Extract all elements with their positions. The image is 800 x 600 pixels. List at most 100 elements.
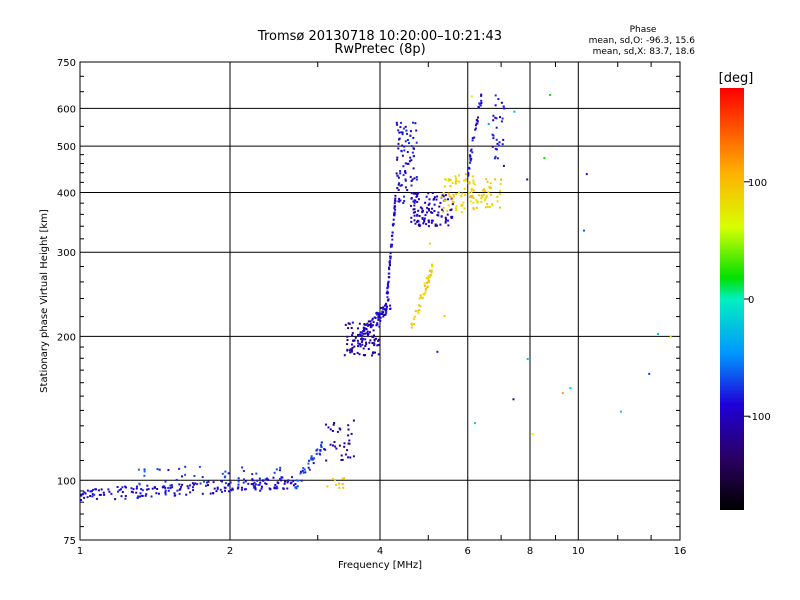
data-point — [334, 445, 337, 448]
data-point — [375, 312, 378, 315]
data-point — [436, 195, 439, 198]
data-point — [366, 323, 369, 326]
data-point — [561, 392, 564, 395]
data-point — [335, 483, 337, 486]
data-point — [377, 316, 380, 319]
data-point — [212, 492, 214, 495]
data-point — [412, 167, 415, 170]
data-point — [392, 223, 395, 226]
data-point — [412, 318, 415, 320]
data-point — [382, 311, 384, 314]
data-point — [371, 354, 373, 357]
data-point — [404, 125, 407, 128]
data-point — [423, 282, 426, 285]
data-point — [343, 354, 346, 357]
data-point — [391, 234, 394, 237]
data-point — [100, 493, 103, 496]
data-point — [275, 468, 278, 471]
data-point — [164, 491, 167, 494]
data-point — [329, 443, 332, 446]
data-point — [296, 485, 299, 488]
data-point — [420, 295, 422, 298]
data-point — [192, 489, 195, 492]
data-point — [444, 216, 447, 219]
data-point — [201, 476, 204, 479]
data-point — [136, 496, 139, 499]
data-point — [333, 422, 336, 424]
data-point — [145, 493, 148, 496]
data-point — [151, 487, 154, 490]
data-point — [385, 310, 388, 312]
data-point — [393, 205, 396, 208]
data-point — [395, 172, 398, 175]
data-point — [360, 331, 363, 334]
data-point — [361, 334, 364, 337]
data-point — [393, 213, 395, 216]
data-point — [495, 126, 498, 129]
data-point — [421, 217, 424, 219]
data-point — [332, 423, 335, 426]
data-point — [423, 284, 426, 287]
data-point — [416, 219, 419, 222]
data-point — [416, 195, 419, 197]
data-point — [321, 441, 323, 444]
data-point — [403, 195, 405, 198]
data-point — [399, 184, 402, 187]
data-point — [250, 483, 253, 486]
data-point — [398, 131, 401, 134]
data-point — [408, 160, 411, 163]
data-point — [341, 482, 344, 485]
data-point — [392, 224, 394, 227]
data-point — [386, 286, 389, 289]
data-point — [251, 473, 254, 475]
data-point — [423, 217, 426, 220]
data-point — [153, 486, 156, 489]
data-point — [97, 489, 100, 492]
data-point — [335, 447, 338, 450]
data-point — [379, 319, 382, 322]
data-point — [427, 225, 430, 228]
data-point — [500, 101, 503, 104]
data-point — [260, 487, 263, 490]
data-point — [251, 478, 254, 481]
data-point — [470, 188, 473, 190]
data-point — [411, 151, 414, 154]
data-point — [379, 316, 382, 319]
data-point — [383, 314, 386, 316]
data-point — [413, 177, 416, 180]
data-point — [346, 335, 349, 338]
data-point — [295, 487, 298, 490]
data-point — [173, 492, 176, 495]
data-point — [455, 205, 458, 207]
data-point — [427, 208, 430, 210]
data-point — [319, 449, 322, 452]
colorbar-gradient — [720, 88, 744, 510]
data-point — [482, 193, 485, 196]
data-point — [489, 187, 492, 189]
data-point — [279, 466, 282, 469]
data-point — [242, 481, 245, 484]
data-point — [367, 348, 370, 350]
data-point — [323, 448, 326, 451]
data-point — [486, 180, 489, 183]
data-point — [386, 290, 389, 293]
y-tick-label: 75 — [63, 536, 76, 547]
data-point — [98, 493, 101, 496]
data-point — [369, 322, 372, 325]
data-point — [488, 205, 491, 208]
data-point — [448, 194, 451, 197]
data-point — [447, 192, 450, 195]
data-point — [387, 283, 389, 286]
x-tick-label: 4 — [377, 546, 383, 557]
data-point — [331, 430, 334, 432]
data-point — [194, 482, 197, 485]
data-point — [450, 217, 453, 219]
data-point — [124, 495, 127, 497]
x-axis-label: Frequency [MHz] — [338, 560, 422, 571]
data-point — [412, 192, 415, 195]
data-point — [415, 129, 418, 132]
data-point — [470, 196, 473, 199]
data-point — [135, 487, 138, 490]
data-point — [489, 182, 492, 185]
data-point — [455, 180, 458, 182]
